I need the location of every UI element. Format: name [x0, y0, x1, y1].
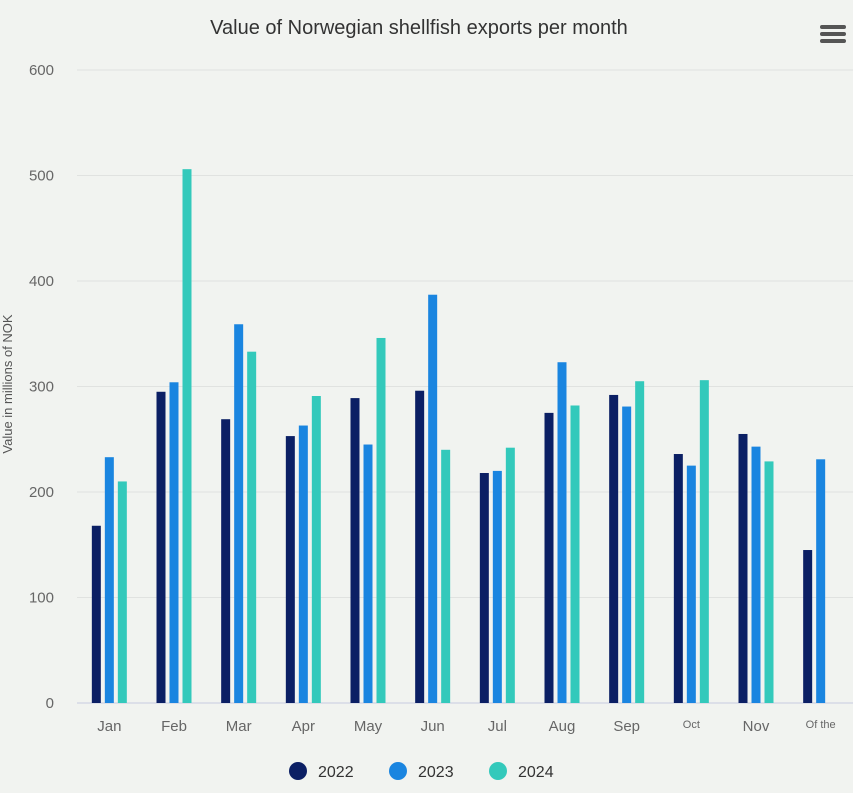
bar-2022-sep[interactable] [609, 394, 619, 703]
y-tick-label: 200 [29, 484, 54, 501]
bar-2023-oct[interactable] [686, 465, 696, 703]
y-tick-label: 600 [29, 62, 54, 79]
chart-title: Value of Norwegian shellfish exports per… [210, 17, 628, 39]
x-tick-label: Oct [683, 719, 700, 731]
bar-2023-jun[interactable] [428, 294, 438, 703]
bar-2022-apr[interactable] [285, 436, 295, 703]
bar-2022-oct[interactable] [673, 454, 683, 703]
legend-label: 2022 [318, 764, 354, 781]
menu-line [820, 32, 846, 36]
menu-line [820, 39, 846, 43]
bar-2024-jul[interactable] [505, 447, 515, 703]
bar-2024-jan[interactable] [117, 481, 127, 703]
x-tick-label: Apr [292, 718, 315, 735]
bar-2023-may[interactable] [363, 444, 373, 703]
bar-2022-of-the[interactable] [803, 550, 813, 703]
bar-2024-may[interactable] [376, 337, 386, 703]
x-tick-label: Feb [161, 718, 187, 735]
legend-marker [389, 762, 407, 780]
bar-2023-aug[interactable] [557, 362, 567, 703]
x-tick-label: Jul [488, 718, 507, 735]
bar-2022-jan[interactable] [91, 525, 101, 703]
y-tick-label: 500 [29, 168, 54, 185]
legend: 2022 2023 2024 [289, 762, 554, 781]
y-axis-ticks: 0 100 200 300 400 500 600 [29, 62, 54, 712]
x-tick-label: May [354, 718, 383, 735]
y-axis-label: Value in millions of NOK [0, 314, 15, 454]
bar-2023-nov[interactable] [751, 446, 761, 703]
bar-2022-mar[interactable] [221, 419, 231, 703]
legend-marker [489, 762, 507, 780]
bar-2023-jul[interactable] [492, 470, 502, 703]
bar-2024-mar[interactable] [247, 351, 257, 703]
legend-label: 2024 [518, 764, 554, 781]
bar-2024-apr[interactable] [311, 395, 321, 703]
bar-2024-feb[interactable] [182, 169, 192, 704]
hamburger-menu-icon[interactable] [818, 22, 848, 48]
x-tick-label: Jan [97, 718, 121, 735]
bar-2024-oct[interactable] [699, 380, 709, 703]
y-tick-label: 0 [46, 695, 54, 712]
y-tick-label: 100 [29, 590, 54, 607]
bar-2024-nov[interactable] [764, 461, 774, 703]
bar-2024-jun[interactable] [441, 449, 451, 703]
bar-2022-aug[interactable] [544, 412, 554, 703]
bar-2024-sep[interactable] [635, 381, 645, 703]
bars [91, 169, 826, 704]
x-tick-label: Of the [806, 719, 836, 731]
bar-2023-jan[interactable] [104, 457, 114, 703]
bar-2023-feb[interactable] [169, 382, 179, 703]
bar-2024-aug[interactable] [570, 405, 580, 703]
menu-line [820, 25, 846, 29]
x-tick-label: Jun [421, 718, 445, 735]
legend-marker [289, 762, 307, 780]
legend-item-2023[interactable]: 2023 [389, 762, 454, 781]
bar-2023-apr[interactable] [298, 425, 308, 703]
legend-label: 2023 [418, 764, 454, 781]
bar-2022-feb[interactable] [156, 391, 166, 703]
x-tick-label: Aug [549, 718, 576, 735]
x-axis-ticks: Jan Feb Mar Apr May Jun Jul Aug Sep Oct Nov Of the [97, 718, 835, 735]
bar-2022-jun[interactable] [415, 390, 425, 703]
bar-2022-jul[interactable] [479, 473, 489, 703]
y-tick-label: 400 [29, 273, 54, 290]
x-tick-label: Sep [613, 718, 640, 735]
legend-item-2024[interactable]: 2024 [489, 762, 554, 781]
x-tick-label: Nov [743, 718, 770, 735]
bar-2022-nov[interactable] [738, 433, 748, 703]
x-tick-label: Mar [226, 718, 252, 735]
bar-2023-mar[interactable] [234, 324, 244, 703]
bar-2023-of-the[interactable] [816, 459, 826, 703]
bar-2022-may[interactable] [350, 398, 360, 703]
bar-2023-sep[interactable] [622, 406, 632, 703]
y-tick-label: 300 [29, 379, 54, 396]
legend-item-2022[interactable]: 2022 [289, 762, 354, 781]
gridlines [77, 69, 853, 704]
